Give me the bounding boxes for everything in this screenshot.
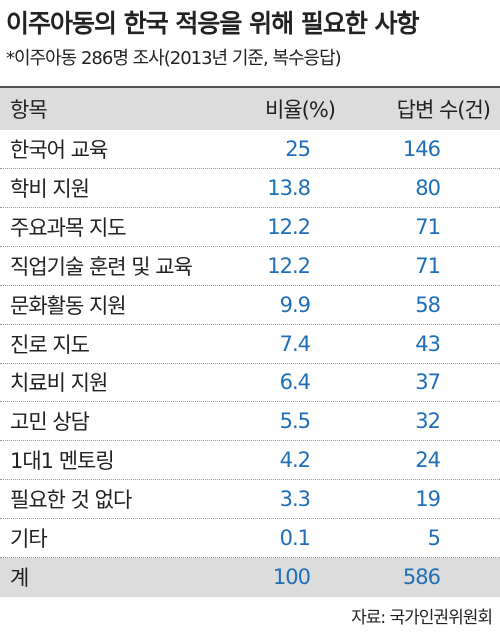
title: 이주아동의 한국 적응을 위해 필요한 사항 [6, 9, 420, 38]
table-row: 계 100 586 [0, 557, 500, 597]
table-row: 주요과목 지도 12.2 71 [0, 208, 500, 247]
table-row: 1대1 멘토링 4.2 24 [0, 441, 500, 481]
table-row: 진로 지도 7.4 43 [0, 325, 500, 364]
cell-label: 계 [10, 566, 29, 591]
cell-label: 주요과목 지도 [10, 215, 127, 240]
table-row: 필요한 것 없다 3.3 19 [0, 480, 500, 520]
cell-label: 학비 지원 [10, 176, 90, 201]
cell-value: 13.8 [267, 175, 311, 200]
cell-value: 586 [402, 565, 441, 590]
cell-value: 37 [415, 370, 441, 395]
cell-label: 기타 [10, 527, 48, 551]
cell-value: 146 [402, 137, 441, 161]
cell-value: 3.3 [279, 487, 311, 512]
cell-label: 필요한 것 없다 [10, 488, 132, 513]
cell-value: 43 [415, 331, 441, 356]
cell-label: 진로 지도 [10, 332, 90, 357]
cell-value: 12.2 [267, 214, 311, 239]
cell-value: 7.4 [279, 331, 311, 356]
column-header: 비율(%) [265, 98, 336, 122]
column-header: 답변 수(건) [396, 98, 491, 122]
table-row: 학비 지원 13.8 80 [0, 169, 500, 208]
cell-value: 25 [285, 137, 311, 161]
cell-value: 0.1 [279, 526, 311, 550]
cell-value: 5 [427, 526, 441, 550]
cell-value: 100 [272, 565, 311, 590]
cell-value: 71 [415, 214, 441, 239]
cell-value: 5.5 [279, 409, 311, 434]
source: 자료: 국가인권위원회 [351, 608, 493, 628]
column-header: 항목 [10, 98, 48, 122]
table-row: 문화활동 지원 9.9 58 [0, 286, 500, 325]
table-row: 직업기술 훈련 및 교육 12.2 71 [0, 247, 500, 286]
cell-value: 9.9 [279, 292, 311, 317]
cell-value: 6.4 [279, 370, 311, 395]
table-header: 항목 비율(%) 답변 수(건) [0, 86, 500, 130]
cell-value: 24 [415, 448, 441, 473]
subtitle: *이주아동 286명 조사(2013년 기준, 복수응답) [6, 48, 342, 69]
cell-label: 고민 상담 [10, 410, 90, 435]
cell-label: 치료비 지원 [10, 371, 108, 396]
cell-value: 58 [415, 292, 441, 317]
table-row: 치료비 지원 6.4 37 [0, 363, 500, 403]
cell-value: 32 [415, 409, 441, 434]
table-row: 기타 0.1 5 [0, 519, 500, 558]
cell-value: 4.2 [279, 448, 311, 473]
cell-value: 12.2 [267, 253, 311, 278]
cell-label: 문화활동 지원 [10, 293, 127, 318]
table-row: 고민 상담 5.5 32 [0, 402, 500, 442]
cell-value: 80 [415, 175, 441, 200]
cell-label: 한국어 교육 [10, 138, 108, 162]
cell-label: 1대1 멘토링 [10, 449, 115, 474]
cell-value: 19 [415, 487, 441, 512]
table-row: 한국어 교육 25 146 [0, 130, 500, 169]
cell-value: 71 [415, 253, 441, 278]
cell-label: 직업기술 훈련 및 교육 [10, 254, 193, 279]
